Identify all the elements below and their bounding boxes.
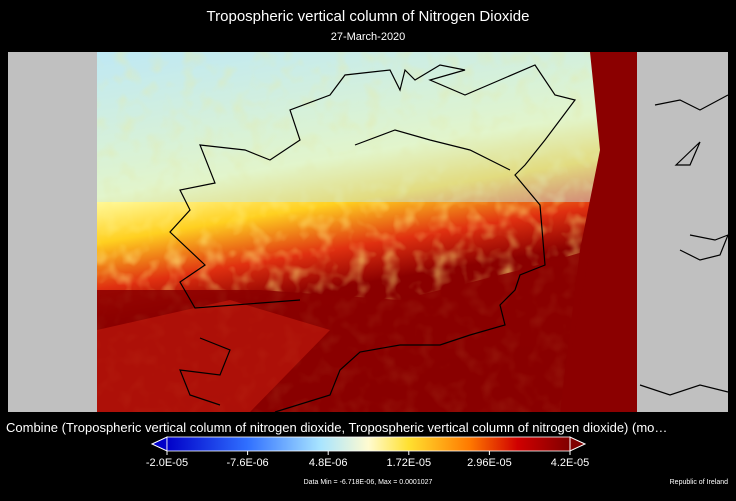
caption: Combine (Tropospheric vertical column of… [6,420,667,435]
colorbar-tick-label: -2.0E-05 [146,457,188,469]
colorbar: -2.0E-05 -7.6E-06 4.8E-06 1.72E-05 2.96E-05 4… [146,436,590,469]
colorbar-tick-label: -7.6E-06 [226,457,268,469]
title: Tropospheric vertical column of Nitrogen… [207,8,530,25]
colorbar-tick-label: 2.96E-05 [467,457,512,469]
colorbar-tick-label: 4.2E-05 [551,457,590,469]
region-label: Republic of Ireland [670,479,728,486]
date: 27-March-2020 [331,31,406,43]
colorbar-tick-label: 1.72E-05 [386,457,431,469]
map-frame [8,52,730,413]
colorbar-tick-label: 4.8E-06 [309,457,348,469]
data-stats: Data Min = -6.718E-06, Max = 0.0001027 [304,479,433,486]
